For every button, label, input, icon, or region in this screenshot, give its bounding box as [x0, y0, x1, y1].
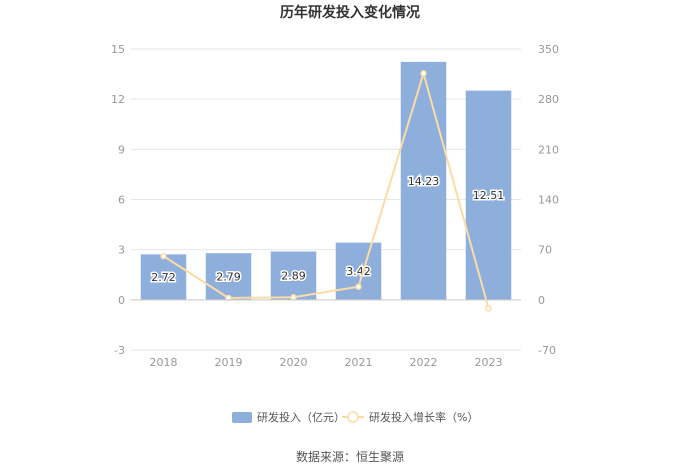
bar-data-label: 2.72	[151, 271, 176, 284]
line-point	[290, 294, 297, 301]
x-tick-label: 2023	[475, 356, 503, 369]
right-tick-label: 280	[538, 93, 559, 106]
right-tick-label: 70	[538, 244, 552, 257]
bar-data-label: 3.42	[346, 265, 371, 278]
right-tick-label: -70	[538, 344, 556, 357]
bar-series	[140, 61, 512, 300]
line-point	[225, 294, 232, 302]
bar	[270, 251, 317, 300]
grid	[131, 48, 521, 351]
bar	[400, 61, 447, 300]
left-tick-label: 6	[118, 194, 125, 207]
line-point	[420, 70, 427, 77]
legend-swatch-point	[347, 411, 359, 423]
x-tick-label: 2022	[410, 356, 438, 369]
bar	[205, 253, 252, 300]
left-tick-label: -3	[114, 344, 125, 357]
line-series	[160, 69, 492, 312]
x-axis: 2018 2019 2020 2021 2022 2023	[131, 299, 521, 369]
bar-data-label: 2.79	[216, 271, 241, 284]
line-point	[160, 252, 167, 260]
right-tick-label: 210	[538, 143, 559, 156]
legend: 研发投入（亿元） 研发投入增长率（%）	[232, 410, 478, 424]
bar-data-label: 12.51	[473, 189, 505, 202]
x-tick-label: 2019	[215, 356, 243, 369]
x-tick-label: 2018	[150, 356, 178, 369]
left-tick-label: 0	[118, 294, 125, 307]
bar	[140, 254, 187, 300]
left-axis: -3 0 3 6 9 12 15	[111, 43, 125, 357]
bar	[465, 90, 512, 300]
bar	[335, 242, 382, 300]
left-tick-label: 12	[111, 93, 125, 106]
bar-data-label: 2.89	[281, 270, 306, 283]
chart-title: 历年研发投入变化情况	[280, 4, 420, 21]
bar-data-labels: 2.72 2.79 2.89 3.42 14.23 12.51	[150, 173, 506, 285]
right-tick-label: 140	[538, 194, 559, 207]
right-tick-label: 0	[538, 294, 545, 307]
right-tick-label: 350	[538, 43, 559, 56]
left-tick-label: 3	[118, 244, 125, 257]
x-tick-label: 2021	[345, 356, 373, 369]
x-tick-label: 2020	[280, 356, 308, 369]
left-tick-label: 9	[118, 143, 125, 156]
bar-data-label: 14.23	[408, 175, 440, 188]
legend-label: 研发投入（亿元）	[257, 410, 345, 424]
source-note: 数据来源：恒生聚源	[296, 449, 404, 464]
left-tick-label: 15	[111, 43, 125, 56]
line-point	[485, 305, 492, 312]
right-axis: -70 0 70 140 210 280 350	[538, 43, 559, 357]
line-point	[355, 283, 362, 290]
growth-line	[162, 69, 490, 309]
legend-label: 研发投入增长率（%）	[369, 410, 478, 424]
legend-swatch-bar	[232, 412, 252, 423]
